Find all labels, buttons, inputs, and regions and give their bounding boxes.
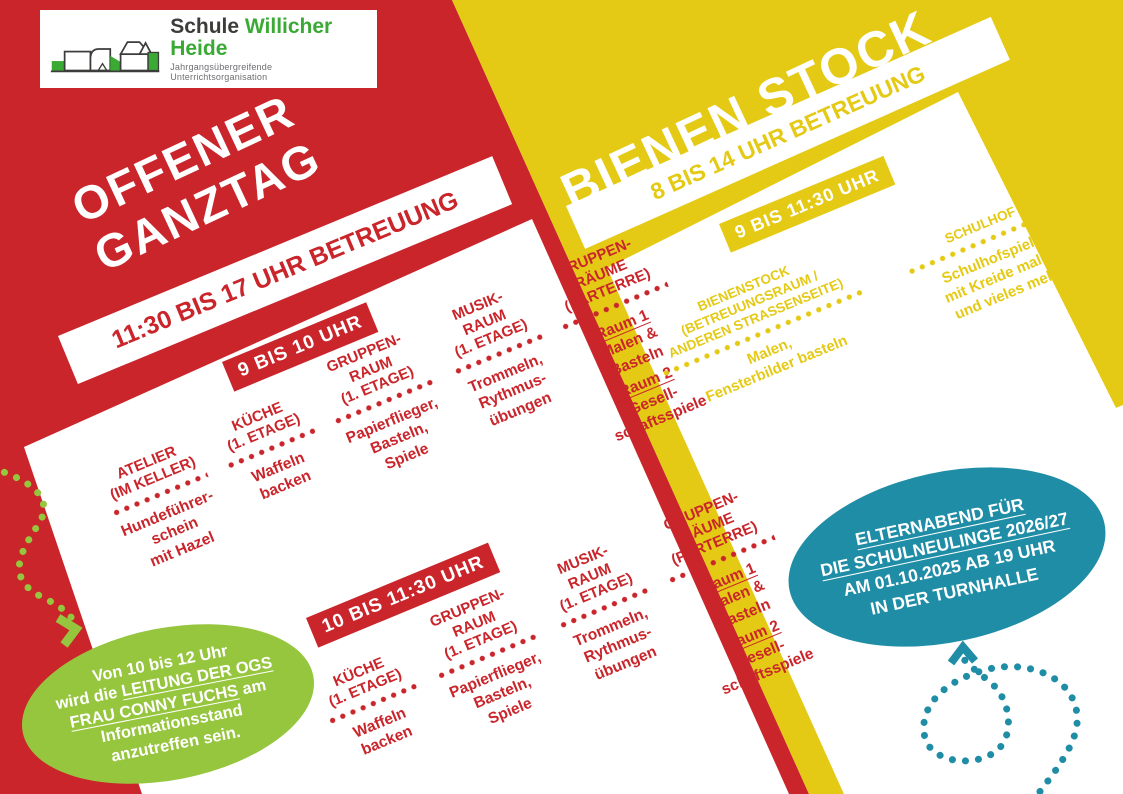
school-logo: Schule Willicher Heide Jahrgangsübergrei…: [40, 10, 377, 88]
column-body: Papierflieger, Basteln, Spiele: [446, 648, 544, 728]
school-logo-building-icon: [50, 41, 160, 73]
brand-name-prefix: Schule: [170, 15, 245, 39]
school-brand: Schule Willicher Heide Jahrgangsübergrei…: [170, 15, 367, 82]
column-body: Waffeln backen: [249, 449, 314, 504]
column-body: Papierflieger, Basteln, Spiele: [343, 394, 441, 473]
column-body: Hundeführer- schein mit Hazel: [118, 486, 217, 571]
brand-name-emphasis: Willicher Heide: [170, 15, 333, 61]
column-body: Waffeln backen: [350, 704, 416, 760]
green-arrowhead-icon: [55, 614, 83, 648]
teal-arrowhead-icon: [947, 640, 979, 666]
brand-subtitle: Jahrgangsübergreifende Unterrichtsorgani…: [170, 62, 273, 82]
green-dotted-path: [0, 467, 77, 624]
